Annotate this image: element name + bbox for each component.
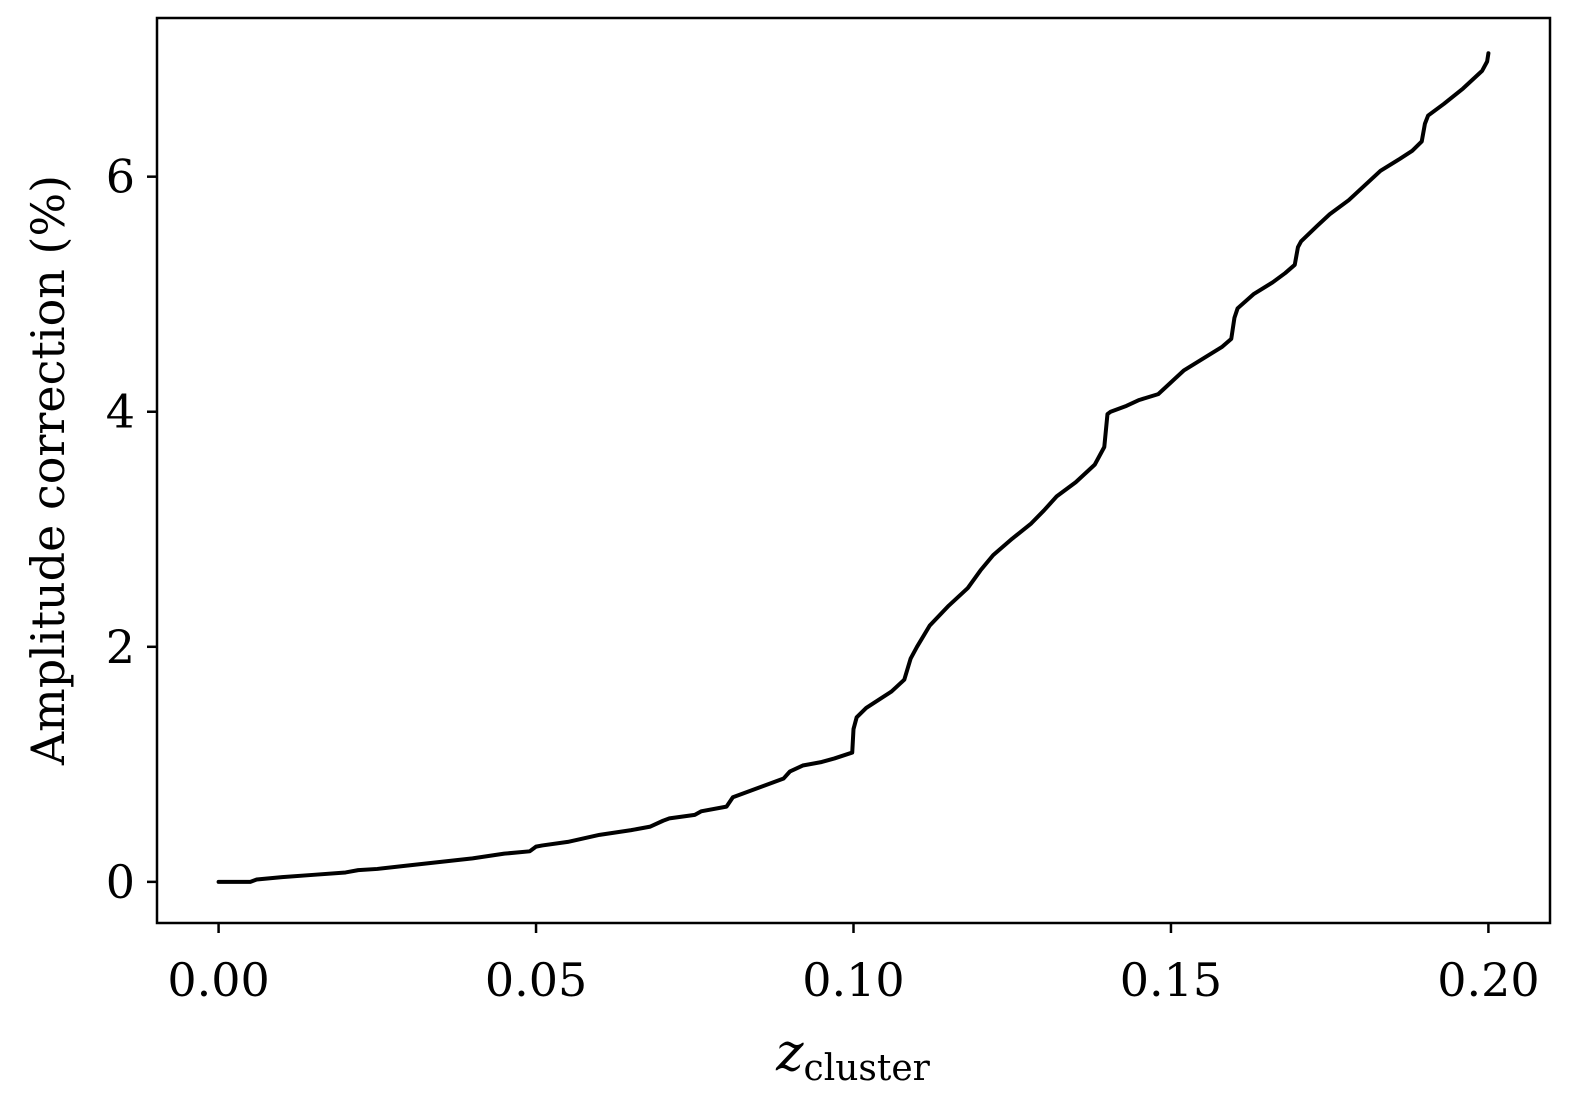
- y-tick-label: 2: [106, 620, 135, 674]
- plot-background: [157, 18, 1550, 923]
- x-tick-label: 0.10: [802, 953, 904, 1007]
- x-tick-label: 0.05: [485, 953, 587, 1007]
- y-tick-label: 0: [106, 855, 135, 909]
- x-tick-label: 0.20: [1437, 953, 1539, 1007]
- y-axis-ticks: 0 2 4 6: [106, 150, 157, 909]
- series-line: [216, 51, 1491, 884]
- y-tick-label: 6: [106, 150, 135, 204]
- x-axis-title: zcluster: [775, 1023, 931, 1089]
- x-axis-title-subscript: cluster: [804, 1048, 931, 1089]
- x-axis-title-main: z: [775, 1023, 804, 1083]
- x-tick-label: 0.00: [167, 953, 269, 1007]
- x-axis-ticks: 0.00 0.05 0.10 0.15 0.20: [167, 923, 1540, 1007]
- y-tick-label: 4: [106, 385, 135, 439]
- y-axis-title: Amplitude correction (%): [21, 175, 75, 766]
- plot-frame: [155, 16, 1552, 925]
- x-tick-label: 0.15: [1120, 953, 1222, 1007]
